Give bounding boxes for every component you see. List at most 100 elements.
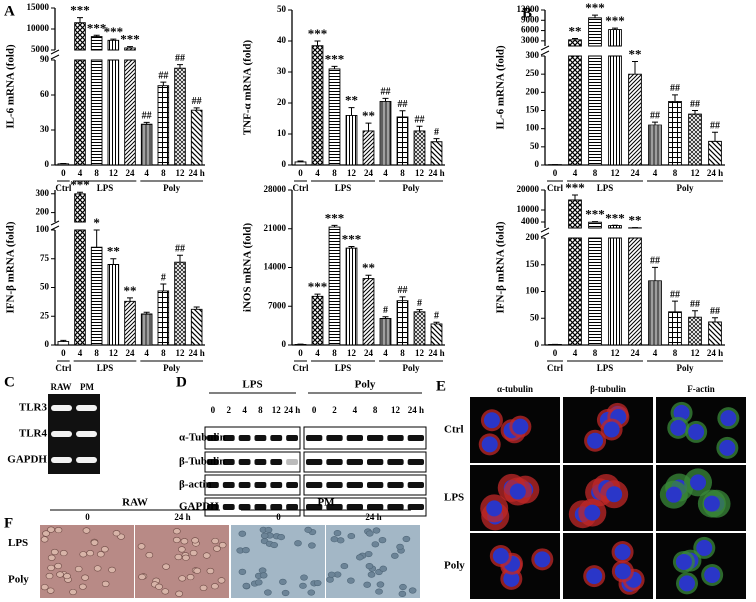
y-tick-label: 25 bbox=[40, 310, 50, 320]
significance-label: ## bbox=[142, 111, 152, 122]
cell bbox=[112, 530, 121, 537]
group-label: Ctrl bbox=[547, 183, 563, 193]
cell bbox=[375, 588, 383, 595]
error-bar bbox=[60, 339, 67, 342]
error-bar bbox=[331, 65, 338, 69]
cell bbox=[365, 563, 374, 570]
bar bbox=[328, 68, 341, 166]
cell bbox=[56, 571, 64, 578]
bar bbox=[90, 36, 103, 166]
significance-label: ## bbox=[690, 99, 700, 110]
blot-band bbox=[238, 435, 251, 441]
micro-row-label: LPS bbox=[8, 537, 28, 549]
blot-frame bbox=[204, 474, 301, 496]
error-bar bbox=[433, 138, 440, 142]
bar bbox=[568, 199, 582, 346]
bar bbox=[648, 280, 662, 346]
error-bar bbox=[572, 37, 578, 40]
y-tick-label: 20 bbox=[277, 97, 287, 107]
bar bbox=[628, 73, 642, 166]
significance-label: # bbox=[383, 305, 388, 316]
significance-label: ** bbox=[629, 213, 642, 228]
blot-lane-label: 8 bbox=[258, 405, 263, 415]
y-tick-label: 50 bbox=[277, 4, 287, 14]
cell bbox=[363, 581, 371, 588]
error-bar bbox=[592, 14, 598, 18]
x-tick-label: 4 bbox=[653, 168, 658, 178]
bar bbox=[157, 85, 170, 166]
gel-band bbox=[76, 405, 97, 411]
blot-band bbox=[346, 504, 363, 510]
significance-label: *** bbox=[342, 231, 362, 246]
cell bbox=[191, 537, 199, 544]
x-tick-label: 24 bbox=[126, 348, 136, 358]
blot-band bbox=[387, 435, 404, 441]
panel-letter: C bbox=[4, 374, 15, 390]
cell bbox=[308, 542, 316, 549]
panel-letter: B bbox=[522, 5, 532, 21]
cell bbox=[108, 566, 116, 573]
micro-time-label: 0 bbox=[85, 512, 90, 522]
significance-label: *** bbox=[104, 24, 124, 39]
significance-label: ## bbox=[175, 244, 185, 255]
y-tick-label: 90 bbox=[40, 54, 50, 64]
blot-frame bbox=[303, 474, 427, 496]
nucleus bbox=[614, 563, 631, 580]
gel-column-label: PM bbox=[80, 382, 94, 392]
significance-label: ## bbox=[415, 115, 425, 126]
bar bbox=[311, 45, 324, 166]
group-label: Poly bbox=[403, 363, 420, 373]
cell bbox=[211, 537, 219, 545]
nucleus bbox=[512, 418, 529, 435]
x-tick-label: 12 bbox=[176, 168, 186, 178]
group-label: LPS bbox=[335, 363, 352, 373]
y-tick-label: 20000 bbox=[517, 184, 540, 194]
error-bar bbox=[193, 107, 200, 111]
error-bar bbox=[712, 131, 718, 142]
cell bbox=[307, 589, 316, 596]
bar bbox=[107, 39, 120, 166]
x-tick-label: 8 bbox=[400, 168, 405, 178]
cell bbox=[86, 549, 94, 557]
cell bbox=[40, 584, 49, 591]
cell bbox=[396, 543, 404, 550]
group-label: Ctrl bbox=[55, 363, 71, 373]
significance-label: ## bbox=[175, 53, 185, 64]
significance-label: *** bbox=[325, 210, 345, 225]
group-label: Poly bbox=[163, 363, 180, 373]
blot-band bbox=[254, 504, 267, 510]
error-bar bbox=[177, 254, 183, 263]
panel-letter: F bbox=[4, 515, 13, 531]
y-tick-label: 250 bbox=[526, 68, 540, 78]
error-bar bbox=[297, 160, 304, 162]
y-axis-label: IL-6 mRNA (fold) bbox=[495, 45, 507, 130]
blot-band bbox=[270, 504, 283, 510]
x-tick-label: 24 bbox=[364, 168, 374, 178]
nucleus bbox=[614, 544, 631, 561]
x-tick-label: 24 h bbox=[428, 348, 444, 358]
y-tick-label: 6000 bbox=[521, 25, 540, 35]
x-tick-label: 8 bbox=[593, 348, 598, 358]
blot-band bbox=[270, 459, 283, 465]
x-tick-label: 8 bbox=[673, 348, 678, 358]
cell bbox=[50, 548, 59, 556]
x-tick-label: 12 bbox=[611, 168, 621, 178]
cell bbox=[47, 526, 55, 533]
error-bar bbox=[692, 310, 698, 318]
cell bbox=[376, 581, 385, 588]
x-tick-label: 4 bbox=[315, 168, 320, 178]
y-axis-label: IFN-β mRNA (fold) bbox=[495, 221, 507, 313]
blot-band bbox=[407, 504, 424, 510]
x-tick-label: 12 bbox=[347, 168, 357, 178]
x-tick-label: 8 bbox=[94, 168, 99, 178]
bar bbox=[688, 316, 702, 346]
gel-band bbox=[76, 457, 97, 463]
error-bar bbox=[143, 311, 150, 314]
y-tick-label: 30 bbox=[277, 66, 287, 76]
cell bbox=[391, 552, 399, 559]
nucleus bbox=[665, 486, 682, 503]
error-bar bbox=[77, 191, 83, 194]
bar bbox=[413, 130, 426, 166]
blot-frame bbox=[204, 497, 301, 517]
blot-band bbox=[286, 482, 298, 488]
